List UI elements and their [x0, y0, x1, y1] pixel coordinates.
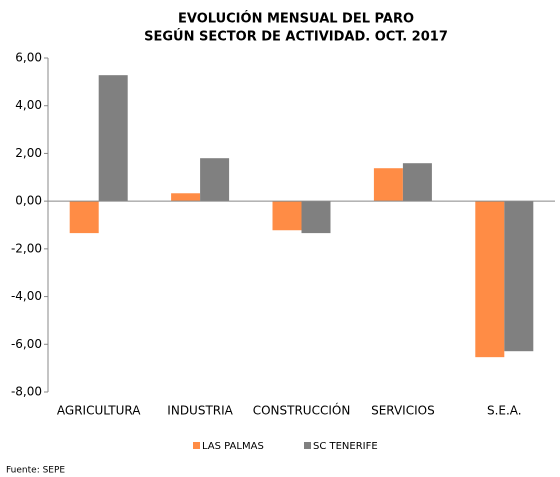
bar	[475, 201, 505, 358]
y-tick-label: -4,00	[11, 289, 42, 303]
y-tick-label: -6,00	[11, 337, 42, 351]
bar	[98, 75, 128, 202]
chart-title: EVOLUCIÓN MENSUAL DEL PARO	[178, 11, 414, 27]
bar	[373, 168, 403, 202]
y-tick-label: 6,00	[15, 51, 42, 65]
y-tick-label: 4,00	[15, 98, 42, 112]
bar	[69, 201, 99, 234]
bar	[504, 201, 534, 352]
source: Fuente: SEPE	[6, 466, 65, 476]
legend-label: LAS PALMAS	[202, 441, 264, 452]
x-tick-label: CONSTRUCCIÓN	[253, 403, 351, 418]
y-tick-label: 2,00	[15, 146, 42, 160]
y-tick-label: 0,00	[15, 194, 42, 208]
bar	[171, 193, 201, 202]
y-tick-label: -8,00	[11, 385, 42, 399]
y-tick-label: -2,00	[11, 241, 42, 255]
bar	[301, 201, 331, 234]
x-tick-label: S.E.A.	[487, 404, 522, 418]
bar	[402, 163, 432, 202]
bar	[200, 158, 230, 202]
legend-swatch	[193, 442, 200, 449]
bar	[272, 201, 302, 231]
chart-subtitle: SEGÚN SECTOR DE ACTIVIDAD. OCT. 2017	[144, 29, 448, 45]
legend-label: SC TENERIFE	[313, 441, 378, 452]
legend-swatch	[304, 442, 311, 449]
x-tick-label: AGRICULTURA	[57, 404, 141, 418]
x-tick-label: INDUSTRIA	[167, 404, 233, 418]
x-tick-label: SERVICIOS	[371, 404, 435, 418]
